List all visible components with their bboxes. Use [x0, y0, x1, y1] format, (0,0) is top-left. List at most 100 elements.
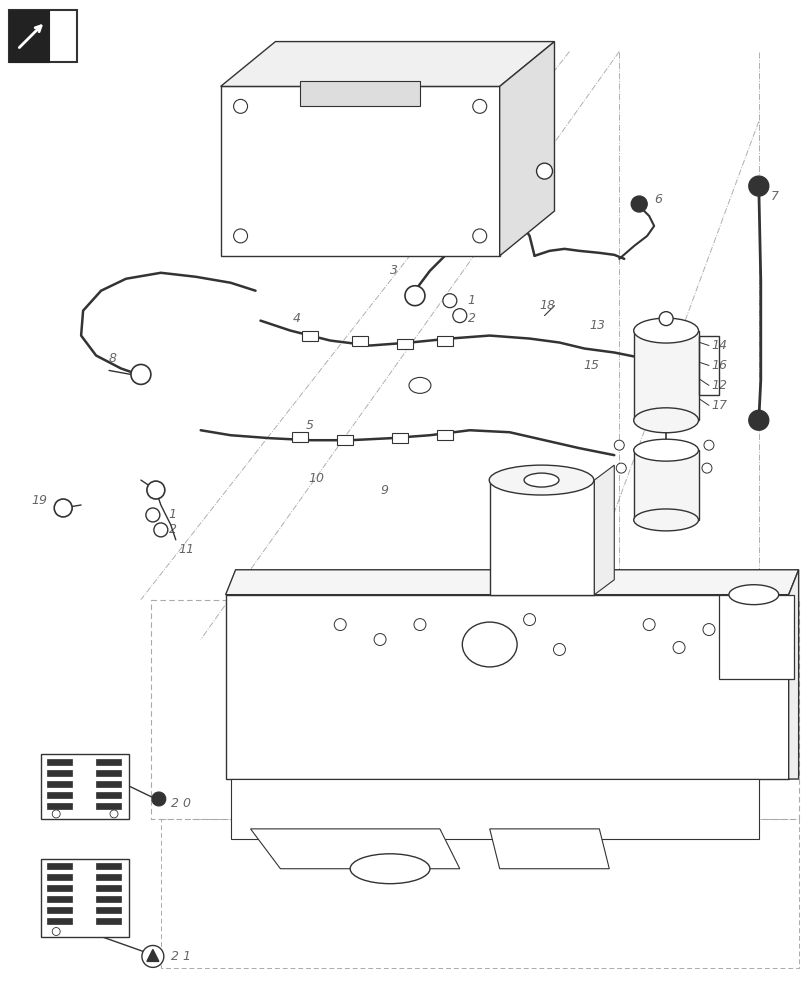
Circle shape [147, 481, 165, 499]
Bar [397, 339, 413, 349]
Bar [633, 450, 698, 520]
Ellipse shape [633, 318, 697, 343]
Circle shape [614, 440, 624, 450]
Circle shape [146, 508, 160, 522]
Bar [392, 433, 407, 443]
Text: 4: 4 [292, 312, 300, 325]
Text: 2: 2 [467, 312, 475, 325]
Text: 5: 5 [305, 419, 313, 432]
Bar [47, 803, 72, 809]
Circle shape [142, 945, 164, 967]
Text: 12: 12 [710, 379, 726, 392]
Text: 2: 2 [169, 523, 177, 536]
Polygon shape [787, 570, 798, 779]
Circle shape [630, 196, 646, 212]
Text: 15: 15 [582, 359, 599, 372]
Circle shape [642, 619, 654, 631]
Text: 9: 9 [380, 484, 388, 497]
Bar [633, 331, 698, 420]
Text: 1: 1 [467, 294, 475, 307]
Polygon shape [718, 595, 792, 679]
Circle shape [234, 229, 247, 243]
Circle shape [453, 309, 466, 323]
Bar [41, 859, 129, 937]
Circle shape [334, 619, 345, 631]
Bar [96, 896, 121, 902]
Text: 8: 8 [109, 352, 117, 365]
Text: 11: 11 [178, 543, 195, 556]
Bar [47, 918, 72, 924]
Ellipse shape [518, 477, 540, 493]
Circle shape [374, 634, 385, 646]
Text: 19: 19 [32, 494, 47, 507]
Polygon shape [489, 829, 608, 869]
Bar [47, 781, 72, 787]
Bar [96, 885, 121, 891]
Circle shape [659, 312, 672, 326]
Bar [96, 803, 121, 809]
Text: 16: 16 [710, 359, 726, 372]
Polygon shape [230, 779, 757, 839]
Text: 1: 1 [43, 866, 48, 872]
Text: 5: 5 [43, 910, 48, 916]
Circle shape [748, 176, 768, 196]
Bar [47, 863, 72, 869]
Bar [96, 792, 121, 798]
Polygon shape [251, 829, 459, 869]
Bar [489, 480, 594, 595]
Circle shape [472, 229, 486, 243]
Circle shape [405, 286, 424, 306]
Circle shape [523, 614, 535, 626]
Text: 3: 3 [43, 888, 48, 894]
Ellipse shape [350, 854, 429, 884]
Bar [300, 81, 419, 106]
Bar [47, 885, 72, 891]
Bar [96, 874, 121, 880]
Bar [47, 907, 72, 913]
Text: 7: 7 [770, 190, 778, 203]
Bar [436, 430, 453, 440]
Bar [96, 770, 121, 776]
Bar [96, 759, 121, 765]
Bar [10, 10, 77, 62]
Bar [96, 863, 121, 869]
Circle shape [52, 810, 60, 818]
Text: 1: 1 [169, 508, 177, 521]
Polygon shape [499, 42, 554, 256]
Circle shape [131, 364, 151, 384]
Ellipse shape [488, 465, 593, 495]
Ellipse shape [409, 377, 431, 393]
Bar [47, 792, 72, 798]
Ellipse shape [633, 509, 697, 531]
Text: 6: 6 [654, 193, 661, 206]
Polygon shape [225, 595, 787, 779]
Circle shape [616, 463, 625, 473]
Polygon shape [221, 42, 554, 86]
Bar [41, 754, 129, 819]
Text: 4: 4 [43, 899, 48, 905]
Text: 14: 14 [710, 339, 726, 352]
Bar [47, 759, 72, 765]
Text: 18: 18 [539, 299, 555, 312]
Circle shape [472, 99, 486, 113]
Circle shape [442, 294, 457, 308]
Text: 17: 17 [710, 399, 726, 412]
Bar [337, 435, 353, 445]
Circle shape [702, 463, 711, 473]
Text: 13: 13 [589, 319, 605, 332]
Circle shape [672, 642, 684, 653]
Circle shape [152, 792, 165, 806]
Bar [221, 86, 499, 256]
Bar [352, 336, 367, 346]
Bar [292, 432, 308, 442]
Text: 2: 2 [43, 877, 48, 883]
Text: 2 0: 2 0 [170, 797, 191, 810]
Bar [47, 770, 72, 776]
Text: 3: 3 [389, 264, 397, 277]
Bar [302, 331, 318, 341]
Circle shape [153, 523, 168, 537]
Ellipse shape [728, 585, 778, 605]
Polygon shape [594, 465, 614, 595]
Ellipse shape [461, 622, 517, 667]
Circle shape [109, 810, 118, 818]
